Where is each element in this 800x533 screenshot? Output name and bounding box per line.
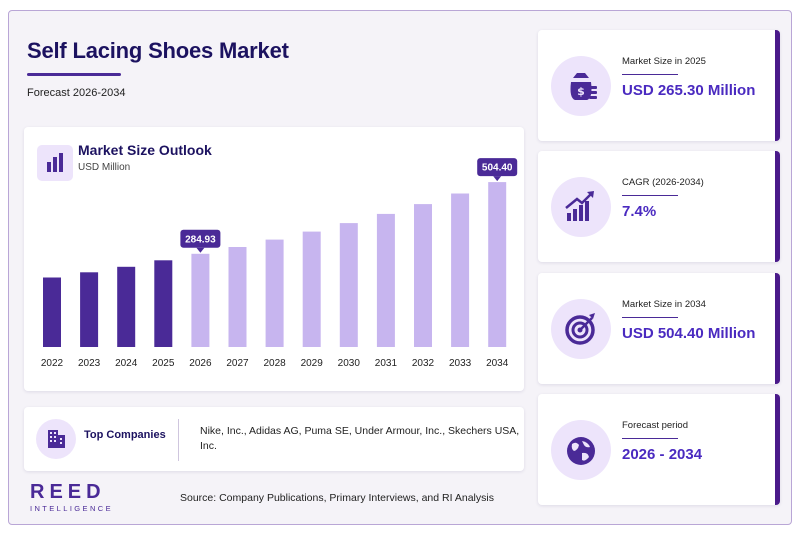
stat-divider [622, 195, 678, 196]
x-tick-label-2024: 2024 [115, 358, 138, 369]
x-tick-label-2027: 2027 [226, 358, 249, 369]
stat-value: USD 504.40 Million [622, 325, 756, 342]
stat-card-forecast-period: Forecast period 2026 - 2034 [538, 394, 780, 505]
bar-2032 [414, 204, 432, 347]
stat-label: Forecast period [622, 420, 689, 431]
bar-2023 [80, 272, 99, 347]
data-label-box [477, 158, 518, 177]
bar-2033 [451, 193, 470, 347]
x-tick-label-2034: 2034 [486, 358, 509, 369]
chart-unit-label: USD Million [78, 162, 131, 173]
bar-2027 [228, 247, 247, 347]
money-bag-icon: $ [551, 56, 611, 116]
stat-card-cagr: CAGR (2026-2034) 7.4% [538, 151, 780, 262]
top-companies-label: Top Companies [84, 429, 166, 441]
x-tick-label-2022: 2022 [41, 358, 64, 369]
companies-divider [178, 419, 179, 461]
data-label-text: 504.40 [482, 163, 513, 174]
data-label-box [180, 229, 221, 248]
bar-2034 [488, 182, 507, 347]
svg-text:$: $ [577, 85, 585, 98]
x-tick-label-2023: 2023 [78, 358, 101, 369]
stat-label: CAGR (2026-2034) [622, 177, 704, 188]
building-icon [36, 419, 76, 459]
chart-title: Market Size Outlook [78, 142, 212, 158]
x-tick-label-2032: 2032 [412, 358, 435, 369]
globe-icon [551, 420, 611, 480]
data-label-pointer [196, 247, 205, 253]
page-title: Self Lacing Shoes Market [27, 38, 289, 63]
brand-tagline: INTELLIGENCE [30, 504, 113, 513]
stat-value: 7.4% [622, 203, 657, 220]
stat-label: Market Size in 2025 [622, 56, 706, 67]
stat-card-market-size-2034: Market Size in 2034 USD 504.40 Million [538, 273, 780, 384]
page-subtitle: Forecast 2026-2034 [27, 87, 126, 99]
data-label-2026: 284.93 [180, 229, 221, 253]
stat-divider [622, 74, 678, 75]
bar-2025 [154, 260, 173, 347]
x-tick-label-2033: 2033 [449, 358, 472, 369]
brand-name: REED [30, 481, 106, 503]
data-label-text: 284.93 [185, 234, 216, 245]
growth-chart-icon [551, 177, 611, 237]
stat-divider [622, 438, 678, 439]
x-tick-label-2026: 2026 [189, 358, 212, 369]
bar-2030 [339, 223, 358, 347]
bar-2022 [43, 277, 61, 347]
market-size-bar-chart: 2022 2023 2024 2025 2026 2027 2028 2029 2030 2031… [41, 158, 518, 369]
bar-chart-icon [37, 145, 73, 181]
top-companies-card: Top Companies Nike, Inc., Adidas AG, Pum… [24, 407, 524, 471]
title-underline [27, 73, 121, 76]
bar-2029 [302, 231, 321, 347]
x-tick-label-2025: 2025 [152, 358, 175, 369]
x-tick-label-2031: 2031 [375, 358, 398, 369]
top-companies-list: Nike, Inc., Adidas AG, Puma SE, Under Ar… [200, 425, 520, 452]
stat-card-market-size-2025: $ Market Size in 2025 USD 265.30 Million [538, 30, 780, 141]
brand-logo: REED INTELLIGENCE [30, 482, 113, 513]
stat-value: 2026 - 2034 [622, 446, 703, 463]
source-note: Source: Company Publications, Primary In… [180, 492, 494, 504]
bar-2028 [265, 239, 284, 347]
bar-2024 [117, 266, 136, 347]
stat-divider [622, 317, 678, 318]
x-tick-label-2030: 2030 [338, 358, 361, 369]
data-label-2034: 504.40 [477, 158, 518, 182]
bar-2026 [191, 253, 210, 347]
stat-label: Market Size in 2034 [622, 299, 706, 310]
data-label-pointer [493, 176, 502, 182]
x-tick-label-2029: 2029 [301, 358, 324, 369]
bar-2031 [376, 213, 395, 347]
target-icon [551, 299, 611, 359]
stat-value: USD 265.30 Million [622, 82, 756, 99]
market-size-chart-card: 2022 2023 2024 2025 2026 2027 2028 2029 2030 2031… [24, 127, 524, 391]
x-tick-label-2028: 2028 [263, 358, 286, 369]
